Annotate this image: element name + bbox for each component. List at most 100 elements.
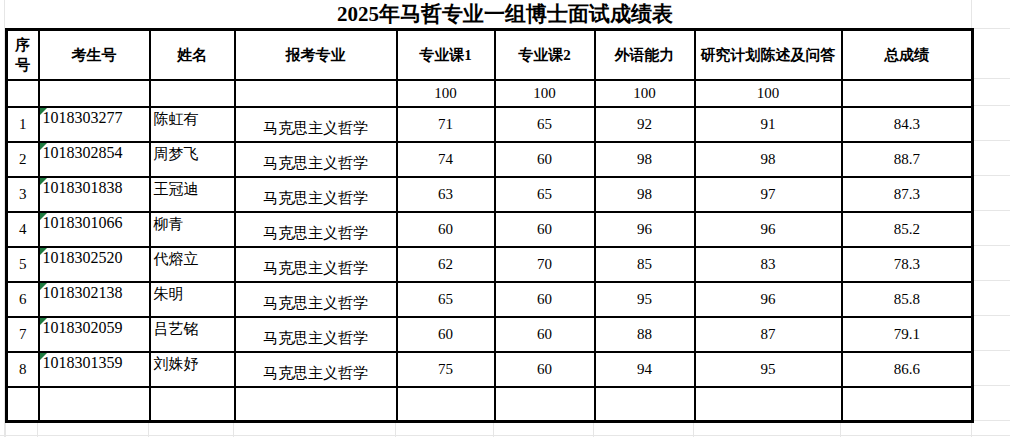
course1-score-cell[interactable]: 60 [397,317,495,352]
course2-score-cell[interactable]: 70 [495,247,595,282]
candidate-id-cell[interactable]: 1018302854 [39,142,150,177]
language-score-cell[interactable]: 92 [595,107,695,142]
course1-score-cell[interactable]: 60 [397,212,495,247]
empty-cell[interactable] [495,387,595,422]
empty-cell[interactable] [150,80,235,107]
plan-score-cell[interactable]: 97 [695,177,842,212]
course1-score-cell[interactable]: 62 [397,247,495,282]
header-candidate-id[interactable]: 考生号 [39,30,150,80]
course1-score-cell[interactable]: 75 [397,352,495,387]
total-score-cell[interactable]: 86.6 [842,352,973,387]
plan-score-cell[interactable]: 83 [695,247,842,282]
name-cell[interactable]: 代熔立 [150,247,235,282]
full-score-course2[interactable]: 100 [495,80,595,107]
plan-score-cell[interactable]: 95 [695,352,842,387]
candidate-id-cell[interactable]: 1018301066 [39,212,150,247]
empty-cell[interactable] [235,387,397,422]
full-score-course1[interactable]: 100 [397,80,495,107]
name-cell[interactable]: 陈虹有 [150,107,235,142]
row-index-cell[interactable]: 3 [7,177,39,212]
total-score-cell[interactable]: 84.3 [842,107,973,142]
course2-score-cell[interactable]: 60 [495,212,595,247]
course1-score-cell[interactable]: 63 [397,177,495,212]
total-score-cell[interactable]: 88.7 [842,142,973,177]
name-cell[interactable]: 王冠迪 [150,177,235,212]
candidate-id-cell[interactable]: 1018301359 [39,352,150,387]
course2-score-cell[interactable]: 60 [495,352,595,387]
name-cell[interactable]: 柳青 [150,212,235,247]
header-course2[interactable]: 专业课2 [495,30,595,80]
row-index-cell[interactable]: 6 [7,282,39,317]
course2-score-cell[interactable]: 65 [495,107,595,142]
major-cell[interactable]: 马克思主义哲学 [235,282,397,317]
row-index-cell[interactable]: 7 [7,317,39,352]
empty-cell[interactable] [7,387,39,422]
plan-score-cell[interactable]: 87 [695,317,842,352]
header-name[interactable]: 姓名 [150,30,235,80]
row-index-cell[interactable]: 4 [7,212,39,247]
header-language[interactable]: 外语能力 [595,30,695,80]
header-major[interactable]: 报考专业 [235,30,397,80]
major-cell[interactable]: 马克思主义哲学 [235,107,397,142]
empty-cell[interactable] [150,387,235,422]
empty-cell[interactable] [595,387,695,422]
empty-cell[interactable] [7,80,39,107]
language-score-cell[interactable]: 94 [595,352,695,387]
plan-score-cell[interactable]: 98 [695,142,842,177]
major-cell[interactable]: 马克思主义哲学 [235,142,397,177]
major-cell[interactable]: 马克思主义哲学 [235,317,397,352]
candidate-id-cell[interactable]: 1018302059 [39,317,150,352]
full-score-plan[interactable]: 100 [695,80,842,107]
header-research-plan[interactable]: 研究计划陈述及问答 [695,30,842,80]
language-score-cell[interactable]: 95 [595,282,695,317]
major-cell[interactable]: 马克思主义哲学 [235,177,397,212]
language-score-cell[interactable]: 88 [595,317,695,352]
candidate-id-cell[interactable]: 1018302520 [39,247,150,282]
row-index-cell[interactable]: 2 [7,142,39,177]
header-total[interactable]: 总成绩 [842,30,973,80]
total-score-cell[interactable]: 85.2 [842,212,973,247]
empty-cell[interactable] [39,387,150,422]
plan-score-cell[interactable]: 91 [695,107,842,142]
row-index-cell[interactable]: 5 [7,247,39,282]
total-score-cell[interactable]: 85.8 [842,282,973,317]
name-cell[interactable]: 朱明 [150,282,235,317]
full-score-language[interactable]: 100 [595,80,695,107]
plan-score-cell[interactable]: 96 [695,212,842,247]
name-cell[interactable]: 周梦飞 [150,142,235,177]
empty-cell[interactable] [842,387,973,422]
major-cell[interactable]: 马克思主义哲学 [235,352,397,387]
header-no[interactable]: 序号 [7,30,39,80]
empty-cell[interactable] [39,80,150,107]
total-score-cell[interactable]: 78.3 [842,247,973,282]
empty-cell[interactable] [397,387,495,422]
total-score-cell[interactable]: 79.1 [842,317,973,352]
course2-score-cell[interactable]: 65 [495,177,595,212]
name-cell[interactable]: 吕艺铭 [150,317,235,352]
row-index-cell[interactable]: 8 [7,352,39,387]
empty-cell[interactable] [842,80,973,107]
language-score-cell[interactable]: 98 [595,177,695,212]
candidate-id-cell[interactable]: 1018301838 [39,177,150,212]
major-cell[interactable]: 马克思主义哲学 [235,247,397,282]
language-score-cell[interactable]: 85 [595,247,695,282]
major-cell[interactable]: 马克思主义哲学 [235,212,397,247]
empty-cell[interactable] [695,387,842,422]
header-course1[interactable]: 专业课1 [397,30,495,80]
course1-score-cell[interactable]: 71 [397,107,495,142]
candidate-id-cell[interactable]: 1018303277 [39,107,150,142]
total-score-cell[interactable]: 87.3 [842,177,973,212]
plan-score-cell[interactable]: 96 [695,282,842,317]
candidate-id: 1018301066 [43,214,123,231]
course1-score-cell[interactable]: 65 [397,282,495,317]
language-score-cell[interactable]: 96 [595,212,695,247]
name-cell[interactable]: 刘姝妤 [150,352,235,387]
candidate-id-cell[interactable]: 1018302138 [39,282,150,317]
language-score-cell[interactable]: 98 [595,142,695,177]
course2-score-cell[interactable]: 60 [495,317,595,352]
empty-cell[interactable] [235,80,397,107]
course2-score-cell[interactable]: 60 [495,142,595,177]
course2-score-cell[interactable]: 60 [495,282,595,317]
row-index-cell[interactable]: 1 [7,107,39,142]
course1-score-cell[interactable]: 74 [397,142,495,177]
